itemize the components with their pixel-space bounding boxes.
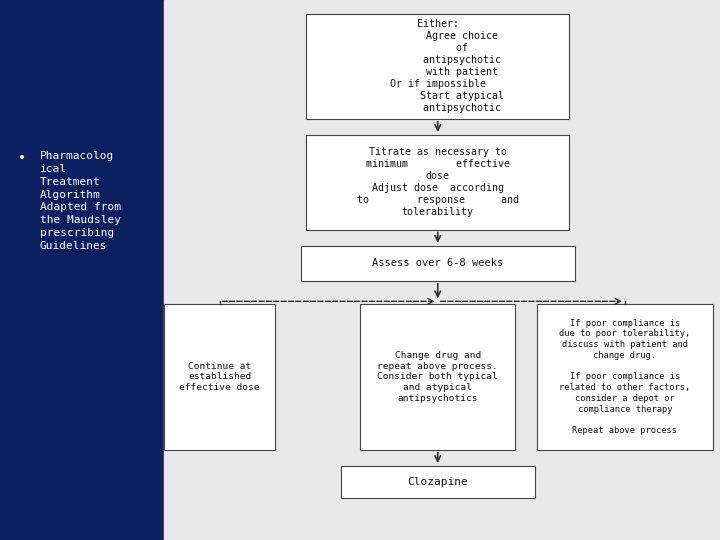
Bar <box>0 0 164 540</box>
FancyBboxPatch shape <box>307 14 569 119</box>
FancyBboxPatch shape <box>163 304 275 450</box>
Text: If poor compliance is
due to poor tolerability,
discuss with patient and
change : If poor compliance is due to poor tolera… <box>559 319 690 435</box>
FancyBboxPatch shape <box>301 246 575 281</box>
Text: Either:
        Agree choice
        of
        antipsychotic
        with patie: Either: Agree choice of antipsychotic wi… <box>372 19 504 113</box>
Text: Continue at
established
effective dose: Continue at established effective dose <box>179 362 260 392</box>
Text: Clozapine: Clozapine <box>408 477 468 487</box>
FancyBboxPatch shape <box>537 304 714 450</box>
Text: Titrate as necessary to
minimum        effective
dose
Adjust dose  according
to : Titrate as necessary to minimum effectiv… <box>357 147 518 217</box>
Text: Pharmacolog
ical
Treatment
Algorithm
Adapted from
the Maudsley
prescribing
Guide: Pharmacolog ical Treatment Algorithm Ada… <box>40 151 121 251</box>
Text: •: • <box>18 151 27 165</box>
FancyBboxPatch shape <box>341 466 535 498</box>
FancyBboxPatch shape <box>360 304 516 450</box>
Text: Change drug and
repeat above process.
Consider both typical
and atypical
antipsy: Change drug and repeat above process. Co… <box>377 351 498 403</box>
Text: Assess over 6-8 weeks: Assess over 6-8 weeks <box>372 258 503 268</box>
Bar <box>164 0 720 540</box>
FancyBboxPatch shape <box>307 135 569 230</box>
